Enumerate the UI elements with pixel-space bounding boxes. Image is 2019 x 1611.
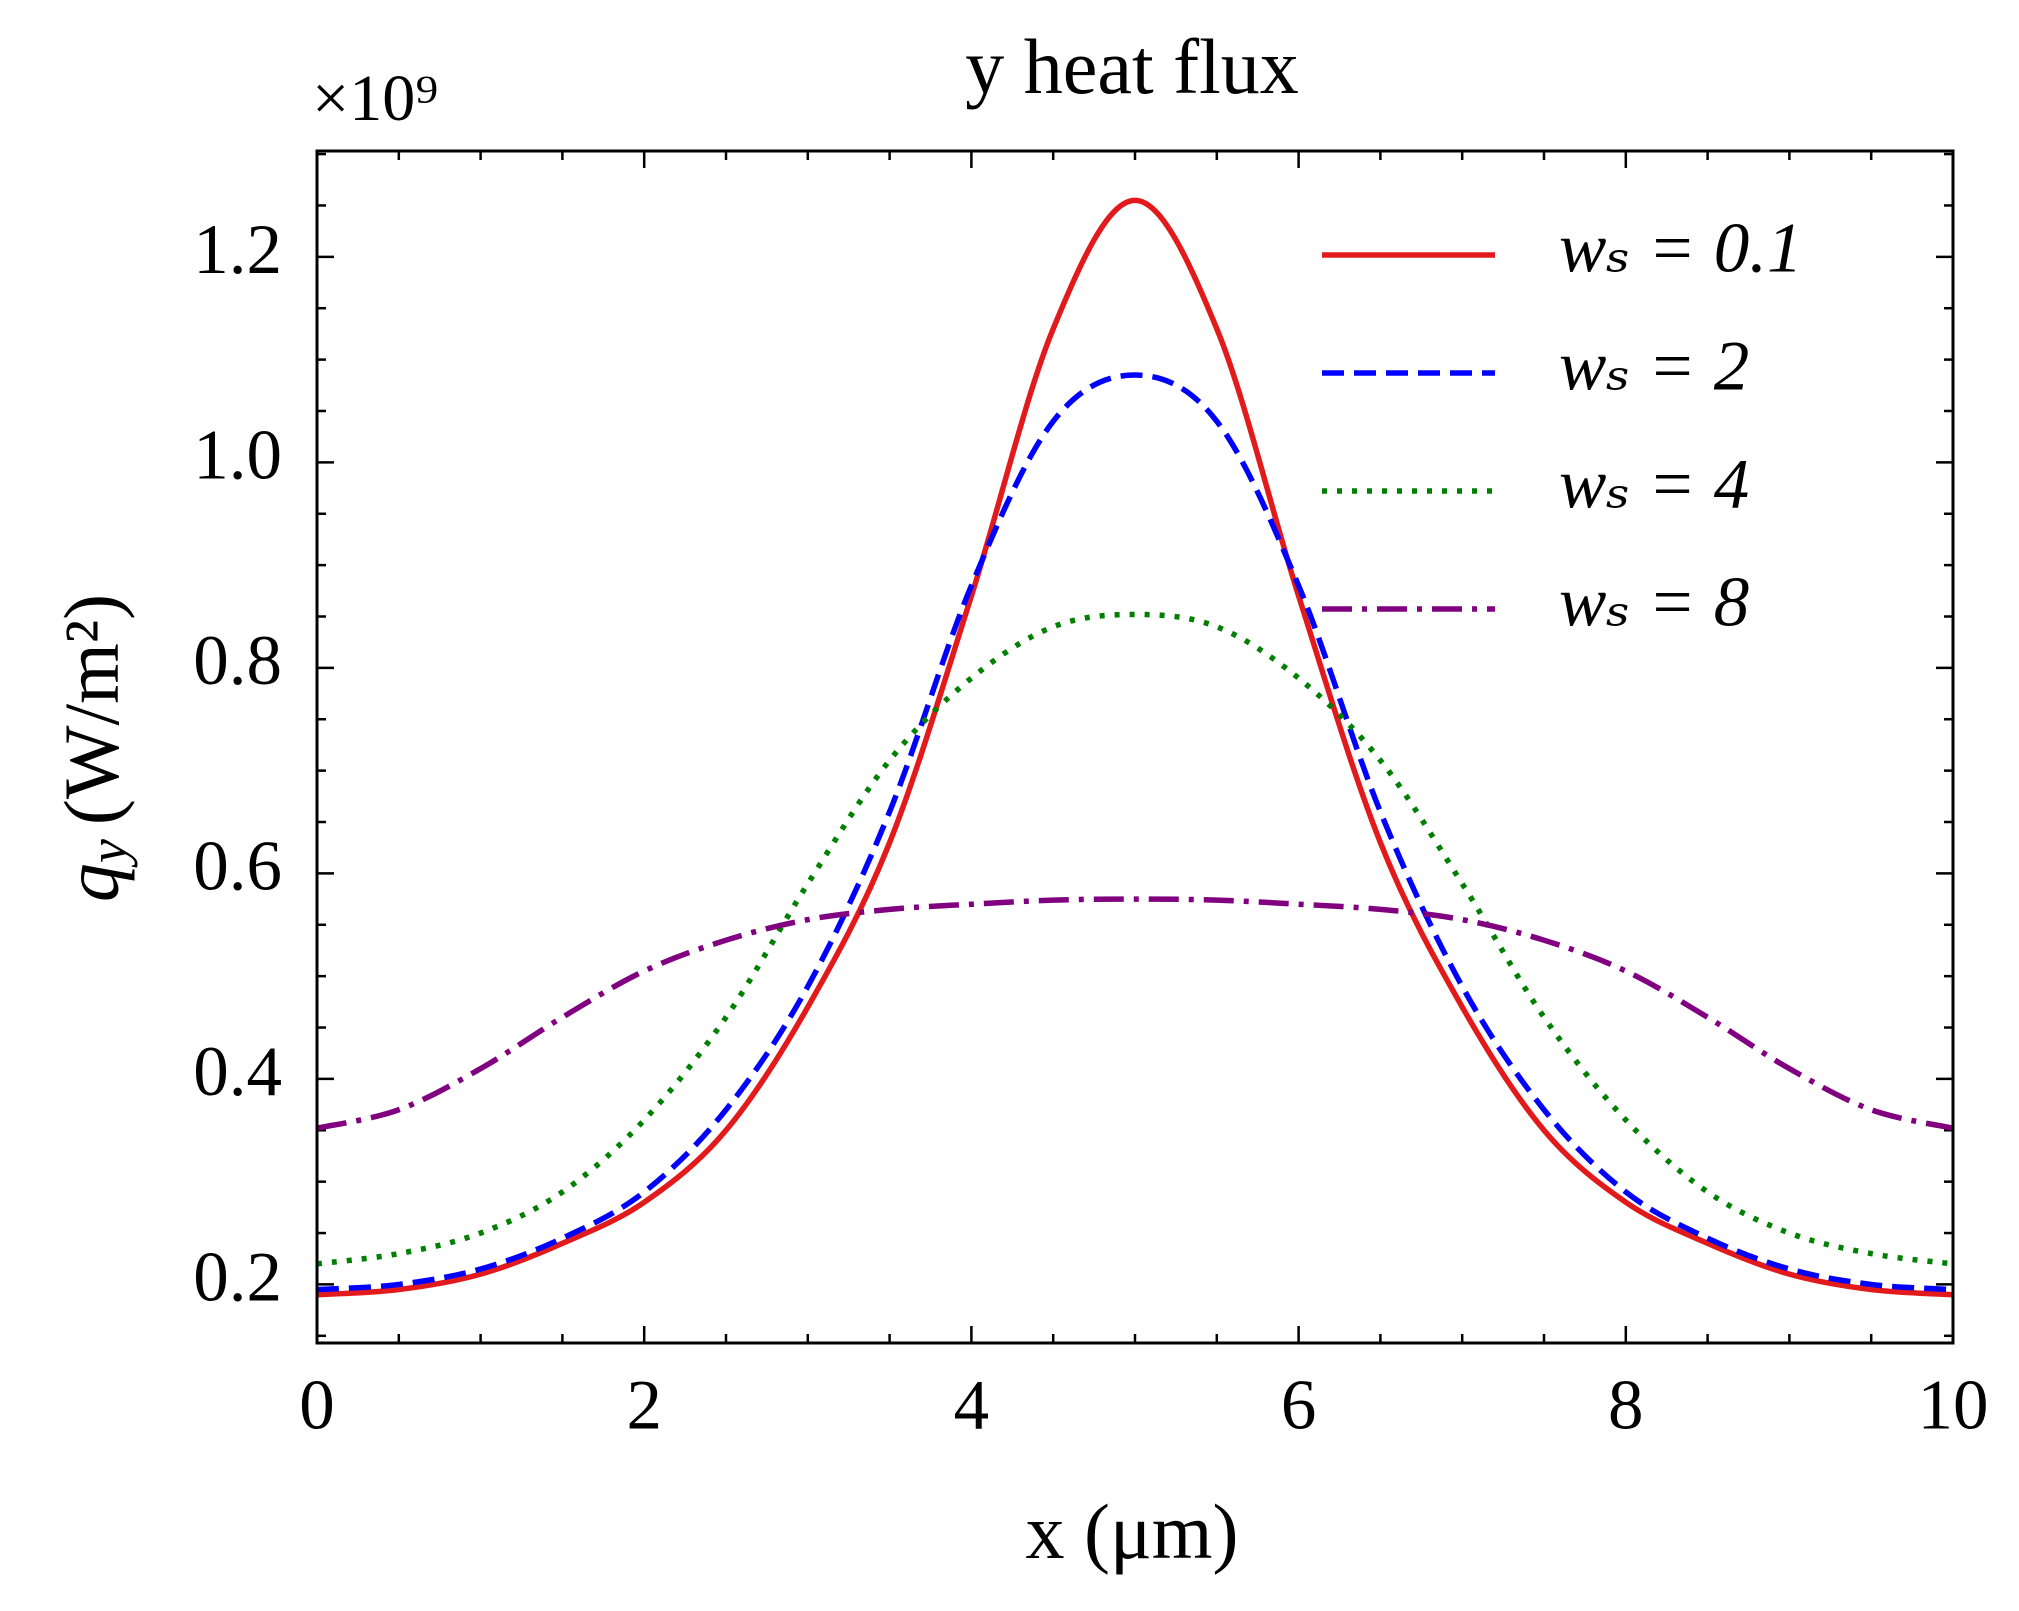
legend-label: wₛ = 0.1: [1559, 209, 1802, 287]
x-axis-label: x (μm): [1026, 1488, 1239, 1575]
x-tick-label: 4: [954, 1366, 990, 1444]
series-line: [316, 372, 1954, 1293]
y-axis-label: qy (W/m²): [48, 594, 138, 902]
x-tick-label: 0: [299, 1366, 335, 1444]
y-label-unit: (W/m²): [48, 594, 135, 825]
series-line: [316, 197, 1954, 1298]
x-tick-label: 8: [1608, 1366, 1644, 1444]
y-tick-label: 0.8: [193, 622, 282, 700]
legend-label: wₛ = 4: [1559, 445, 1749, 523]
series-line: [316, 896, 1954, 1131]
plot-frame: [315, 149, 1955, 1345]
series-line: [316, 611, 1954, 1267]
x-tick-label: 6: [1281, 1366, 1317, 1444]
y-tick-label: 0.4: [193, 1033, 282, 1111]
y-tick-label: 1.2: [193, 211, 282, 289]
y-tick-label: 0.2: [193, 1239, 282, 1317]
offset-label: ×10⁹: [312, 62, 438, 135]
y-label-subscript: y: [78, 839, 138, 868]
y-label-symbol: q: [48, 863, 135, 902]
x-tick-label: 10: [1918, 1366, 1989, 1444]
chart-title: y heat flux: [965, 23, 1299, 110]
legend-label: wₛ = 8: [1559, 563, 1749, 641]
y-tick-label: 0.6: [193, 828, 282, 906]
legend-label: wₛ = 2: [1559, 327, 1749, 405]
x-tick-label: 2: [626, 1366, 662, 1444]
y-tick-label: 1.0: [193, 417, 282, 495]
